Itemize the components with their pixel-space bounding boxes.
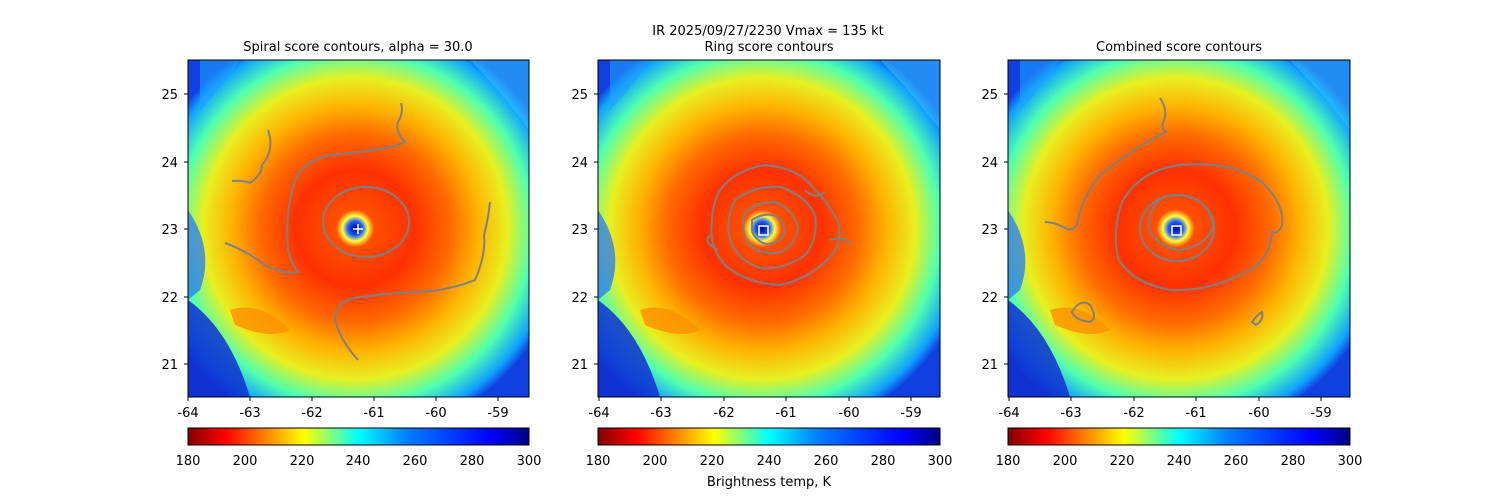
y-tick-label: 21 <box>981 358 998 373</box>
panel-title: Spiral score contours, alpha = 30.0 <box>243 40 472 55</box>
x-tick-label: -62 <box>1123 406 1144 421</box>
colorbar-tick-label: 280 <box>1281 454 1306 469</box>
colorbar-tick-label: 280 <box>460 454 485 469</box>
panel-title: Ring score contours <box>704 40 833 55</box>
y-axis: 21 22 23 24 25 <box>161 88 188 373</box>
colorbar-tick-label: 300 <box>928 454 953 469</box>
colorbar-label: Brightness temp, K <box>707 475 832 490</box>
x-tick-label: -63 <box>650 406 671 421</box>
colorbar-tick-label: 240 <box>1167 454 1192 469</box>
x-tick-label: -63 <box>1060 406 1081 421</box>
colorbar-tick-label: 180 <box>996 454 1021 469</box>
colorbar-tick-label: 220 <box>700 454 725 469</box>
y-tick-label: 21 <box>161 358 178 373</box>
colorbar-tick-label: 300 <box>1338 454 1363 469</box>
x-tick-label: -60 <box>838 406 859 421</box>
panel-combined: Combined score contours -64 -63 -62 -61 <box>981 40 1362 469</box>
panel-ring: Ring score contours -64 -63 -62 -61 -60 <box>571 40 952 490</box>
y-tick-label: 23 <box>571 223 588 238</box>
y-tick-label: 23 <box>981 223 998 238</box>
heatmap-image <box>598 60 940 397</box>
x-tick-label: -64 <box>177 406 198 421</box>
colorbar-tick-label: 260 <box>814 454 839 469</box>
x-tick-label: -61 <box>363 406 384 421</box>
x-axis: -64 -63 -62 -61 -60 -59 <box>588 397 922 421</box>
x-axis: -64 -63 -62 -61 -60 -59 <box>177 397 509 421</box>
heatmap-image <box>188 60 529 397</box>
colorbar-gradient <box>597 427 941 446</box>
colorbar-tick-label: 240 <box>757 454 782 469</box>
colorbar-tick-label: 220 <box>1110 454 1135 469</box>
x-tick-label: -60 <box>425 406 446 421</box>
colorbar: 180 200 220 240 260 280 300 <box>996 427 1363 469</box>
y-tick-label: 24 <box>161 156 178 171</box>
colorbar-tick-label: 260 <box>403 454 428 469</box>
score-contours <box>706 163 851 287</box>
x-tick-label: -59 <box>900 406 921 421</box>
colorbar-tick-label: 220 <box>290 454 315 469</box>
center-marker <box>353 224 363 234</box>
y-tick-label: 25 <box>981 88 998 103</box>
colorbar-tick-label: 280 <box>871 454 896 469</box>
colorbar-gradient <box>1007 427 1351 446</box>
y-tick-label: 24 <box>981 156 998 171</box>
x-tick-label: -60 <box>1248 406 1269 421</box>
colorbar-tick-label: 180 <box>176 454 201 469</box>
x-tick-label: -62 <box>713 406 734 421</box>
center-marker <box>758 225 769 236</box>
y-tick-label: 22 <box>571 291 588 306</box>
x-tick-label: -61 <box>1185 406 1206 421</box>
colorbar-gradient <box>187 427 530 446</box>
y-axis: 21 22 23 24 25 <box>571 88 598 373</box>
y-tick-label: 22 <box>161 291 178 306</box>
x-axis: -64 -63 -62 -61 -60 -59 <box>998 397 1332 421</box>
heatmap-image <box>1008 60 1350 397</box>
panel-spiral: Spiral score contours, alpha = 30.0 <box>161 40 541 469</box>
center-marker <box>1171 225 1182 236</box>
colorbar-tick-label: 260 <box>1224 454 1249 469</box>
y-tick-label: 23 <box>161 223 178 238</box>
y-tick-label: 25 <box>161 88 178 103</box>
x-tick-label: -59 <box>487 406 508 421</box>
y-tick-label: 22 <box>981 291 998 306</box>
figure-suptitle: IR 2025/09/27/2230 Vmax = 135 kt <box>652 24 883 39</box>
colorbar-tick-label: 200 <box>233 454 258 469</box>
score-contours <box>224 102 491 361</box>
y-tick-label: 21 <box>571 358 588 373</box>
x-tick-label: -64 <box>588 406 609 421</box>
x-tick-label: -59 <box>1310 406 1331 421</box>
x-tick-label: -64 <box>998 406 1019 421</box>
x-tick-label: -62 <box>301 406 322 421</box>
colorbar-tick-label: 240 <box>346 454 371 469</box>
x-tick-label: -61 <box>775 406 796 421</box>
y-tick-label: 25 <box>571 88 588 103</box>
y-axis: 21 22 23 24 25 <box>981 88 1008 373</box>
score-contours <box>1044 97 1284 327</box>
colorbar-tick-label: 200 <box>643 454 668 469</box>
panel-title: Combined score contours <box>1096 40 1262 55</box>
x-tick-label: -63 <box>239 406 260 421</box>
colorbar-tick-label: 300 <box>517 454 542 469</box>
colorbar-tick-label: 200 <box>1053 454 1078 469</box>
colorbar: 180 200 220 240 260 280 300 <box>176 427 542 469</box>
y-tick-label: 24 <box>571 156 588 171</box>
colorbar-tick-label: 180 <box>586 454 611 469</box>
colorbar: 180 200 220 240 260 280 300 <box>586 427 953 469</box>
